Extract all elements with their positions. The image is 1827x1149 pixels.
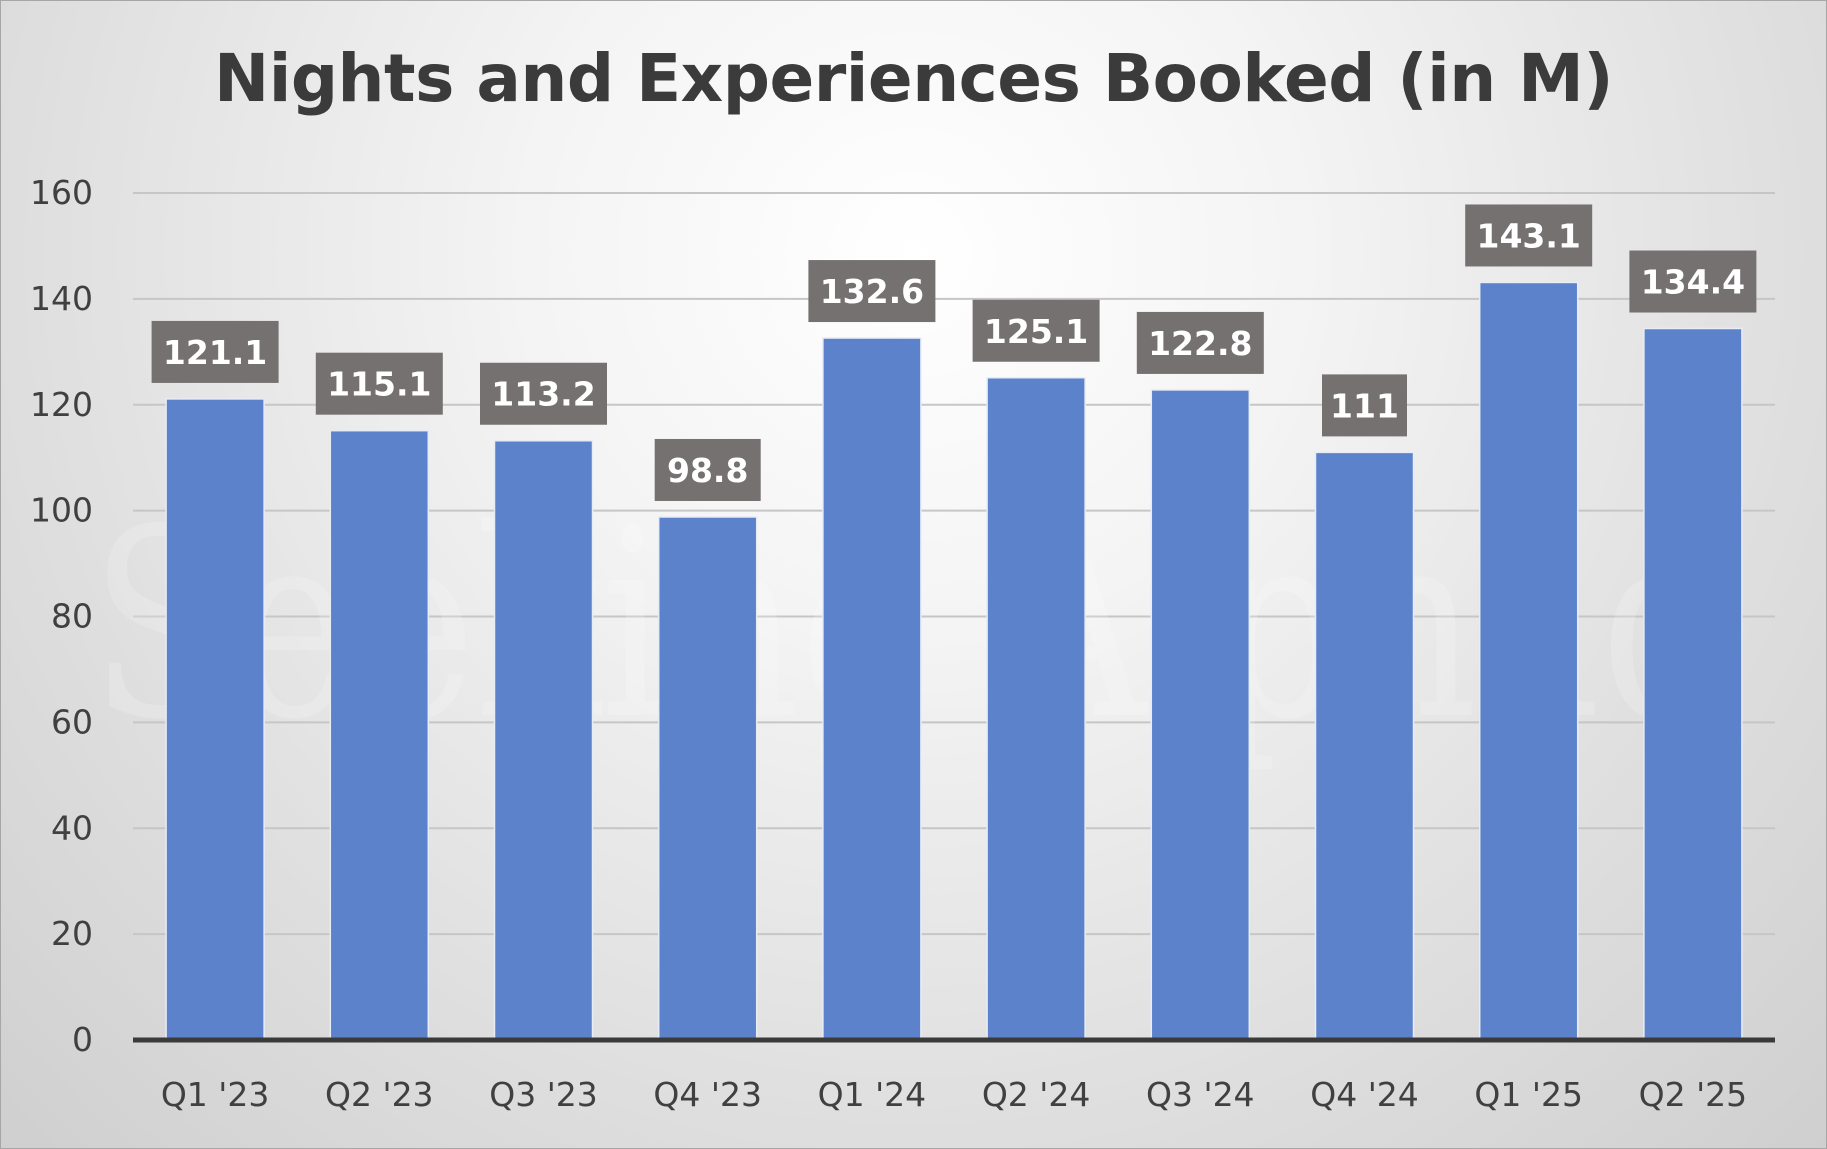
x-tick-label: Q2 '23 xyxy=(325,1075,434,1114)
y-tick-label: 60 xyxy=(51,702,93,741)
x-tick-label: Q2 '25 xyxy=(1639,1075,1748,1114)
x-axis-ticks: Q1 '23 Q2 '23 Q3 '23 Q4 '23 Q1 '24 Q2 '24 Q3 '… xyxy=(161,1075,1747,1114)
x-tick-label: Q1 '25 xyxy=(1474,1075,1583,1114)
bar xyxy=(822,337,922,1041)
data-label: 143.1 xyxy=(1477,216,1581,255)
data-label: 113.2 xyxy=(491,375,595,414)
bar xyxy=(986,377,1086,1041)
bar xyxy=(165,398,265,1041)
y-axis-ticks: 0 20 40 60 80 100 120 140 160 xyxy=(30,173,93,1059)
y-tick-label: 0 xyxy=(72,1020,93,1059)
data-label-box xyxy=(1465,204,1593,267)
data-label: 122.8 xyxy=(1148,324,1252,363)
data-label-box xyxy=(808,260,936,323)
bar xyxy=(657,516,758,1041)
x-tick-label: Q3 '24 xyxy=(1146,1075,1255,1114)
y-tick-label: 120 xyxy=(30,385,93,424)
data-label-box xyxy=(315,352,443,415)
bar xyxy=(329,429,430,1041)
y-tick-label: 140 xyxy=(30,279,93,318)
bar xyxy=(1314,451,1415,1041)
data-label: 132.6 xyxy=(820,272,924,311)
bar xyxy=(1478,281,1579,1041)
y-tick-label: 40 xyxy=(51,808,93,847)
data-label-box xyxy=(972,299,1100,362)
data-label: 134.4 xyxy=(1641,263,1745,302)
data-labels: 121.1 115.1 113.2 98.8 132.6 125.1 122.8 111 143… xyxy=(151,204,1757,501)
data-label-box xyxy=(151,320,279,383)
data-label: 115.1 xyxy=(327,365,431,404)
y-tick-label: 100 xyxy=(30,491,93,530)
data-label: 98.8 xyxy=(667,451,748,490)
chart-title: Nights and Experiences Booked (in M) xyxy=(213,40,1614,117)
x-tick-label: Q2 '24 xyxy=(982,1075,1091,1114)
bar xyxy=(1150,389,1251,1041)
data-label: 125.1 xyxy=(984,312,1088,351)
y-tick-label: 20 xyxy=(51,914,93,953)
data-label: 111 xyxy=(1330,386,1399,425)
bar xyxy=(1643,327,1743,1041)
x-tick-label: Q4 '24 xyxy=(1310,1075,1419,1114)
data-label: 121.1 xyxy=(163,333,267,372)
y-tick-label: 80 xyxy=(51,597,93,636)
x-tick-label: Q1 '23 xyxy=(161,1075,270,1114)
data-label-box xyxy=(1629,250,1757,313)
x-tick-label: Q4 '23 xyxy=(653,1075,762,1114)
data-label-box xyxy=(654,438,761,501)
data-label-box xyxy=(1322,374,1407,437)
y-tick-label: 160 xyxy=(30,173,93,212)
x-tick-label: Q1 '24 xyxy=(818,1075,927,1114)
bar xyxy=(493,439,594,1041)
data-label-box xyxy=(480,362,607,425)
data-label-box xyxy=(1136,311,1264,374)
x-tick-label: Q3 '23 xyxy=(489,1075,598,1114)
bars xyxy=(165,281,1743,1041)
